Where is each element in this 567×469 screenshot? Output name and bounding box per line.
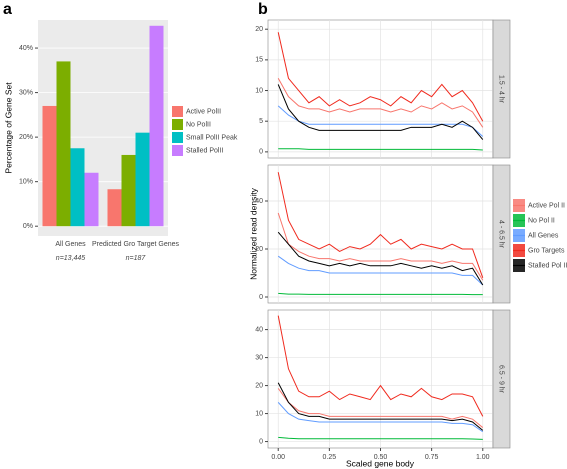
y-tick-label: 10	[255, 410, 263, 417]
x-tick-label: 0.50	[374, 454, 388, 461]
y-tick-label: 20	[255, 382, 263, 389]
bar	[135, 132, 150, 227]
legend-label: No PolII	[186, 121, 211, 128]
series-line	[277, 255, 484, 286]
bar	[121, 154, 136, 227]
series-line	[277, 315, 484, 417]
series-line	[277, 78, 484, 128]
series-line	[277, 231, 484, 286]
y-tick-label: 30	[255, 354, 263, 361]
y-tick-label: 5	[259, 118, 263, 125]
strip-label: 4 - 6.5 hr	[498, 220, 505, 249]
series-line	[277, 212, 484, 281]
legend-key	[172, 132, 183, 143]
series-line	[278, 292, 483, 296]
panel-label: a	[3, 1, 12, 18]
legend-label: Stalled PolII	[186, 147, 223, 154]
y-tick-label: 15	[255, 57, 263, 64]
legend-label: Small PolII Peak	[186, 134, 238, 141]
legend-label: No Pol II	[528, 217, 555, 224]
facet-strip	[492, 164, 511, 304]
panel-label: b	[258, 1, 268, 18]
strip-label: 1.5 - 4 hr	[498, 75, 505, 104]
legend-label: Gro Targets	[528, 247, 565, 254]
category-note: n=187	[126, 255, 147, 262]
x-tick-label: 0.25	[323, 454, 337, 461]
y-tick-label: 20%	[19, 134, 33, 141]
y-tick-label: 20	[255, 26, 263, 33]
x-axis-label: Scaled gene body	[346, 458, 415, 468]
y-tick-label: 30%	[19, 89, 33, 96]
legend-key	[172, 119, 183, 130]
bar	[56, 61, 71, 227]
series-line	[277, 388, 484, 428]
series-line	[278, 148, 483, 151]
x-tick-label: All Genes	[55, 241, 86, 248]
y-tick-label: 40%	[19, 45, 33, 52]
series-line	[277, 32, 484, 122]
y-tick-label: 20	[255, 246, 263, 253]
legend-key	[172, 145, 183, 156]
y-tick-label: 40	[255, 198, 263, 205]
y-axis-label: Percentage of Gene Set	[3, 82, 13, 174]
y-tick-label: 10%	[19, 179, 33, 186]
series-line	[277, 105, 484, 137]
legend-label: Stalled Pol II	[528, 262, 567, 269]
y-tick-label: 0	[259, 438, 263, 445]
bar	[42, 105, 57, 227]
x-tick-label: 0.00	[271, 454, 285, 461]
bar	[149, 25, 164, 227]
legend-label: Active Pol II	[528, 202, 565, 209]
y-axis-label: Normalized read density	[248, 187, 258, 279]
series-line	[277, 402, 484, 433]
legend-label: All Genes	[528, 232, 559, 239]
y-tick-label: 0	[259, 149, 263, 156]
legend-label: Active PolII	[186, 108, 221, 115]
series-line	[278, 436, 483, 440]
y-tick-label: 10	[255, 87, 263, 94]
facet-strip	[492, 309, 511, 449]
y-tick-label: 40	[255, 326, 263, 333]
series-line	[277, 84, 484, 140]
y-tick-label: 0	[259, 294, 263, 301]
x-tick-label: 0.75	[425, 454, 439, 461]
series-line	[277, 382, 484, 431]
bar	[107, 189, 122, 227]
y-tick-label: 0%	[23, 223, 33, 230]
legend-key	[172, 106, 183, 117]
series-line	[277, 172, 484, 278]
bar	[70, 148, 85, 227]
bar	[84, 172, 99, 227]
category-note: n=13,445	[56, 255, 85, 262]
x-tick-label: 1.00	[476, 454, 490, 461]
strip-label: 6.5 - 9 hr	[498, 365, 505, 394]
x-tick-label: Predicted Gro Target Genes	[92, 241, 180, 248]
facet-strip	[492, 19, 511, 159]
